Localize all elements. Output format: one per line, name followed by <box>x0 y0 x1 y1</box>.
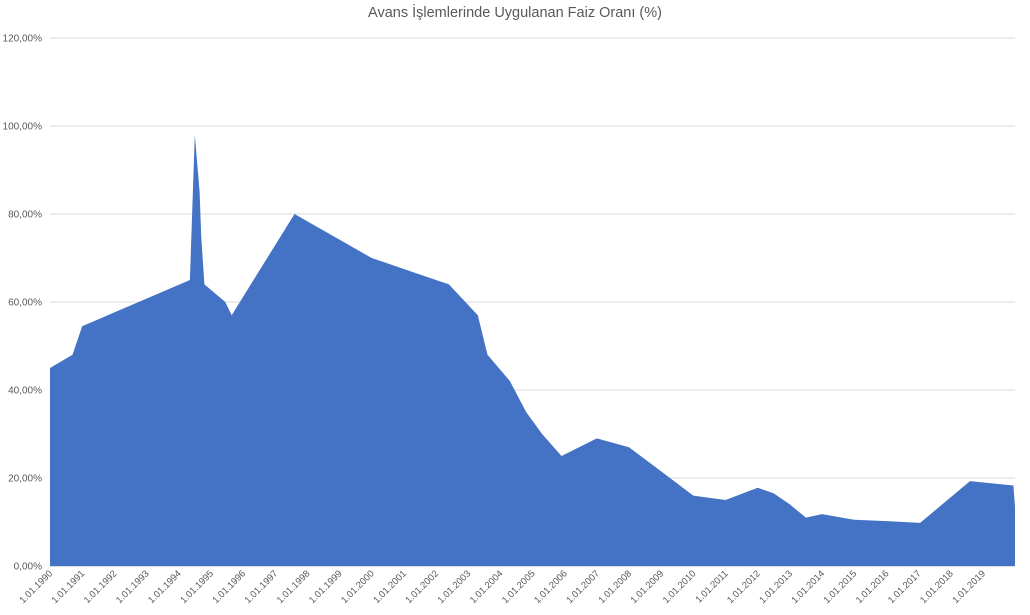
y-tick-label: 100,00% <box>3 122 43 133</box>
chart-title: Avans İşlemlerinde Uygulanan Faiz Oranı … <box>368 5 662 21</box>
x-tick-label: 1.01.2006 <box>532 568 570 606</box>
x-tick-label: 1.01.2013 <box>757 568 795 606</box>
x-tick-label: 1.01.2014 <box>789 568 827 606</box>
x-tick-label: 1.01.2000 <box>339 568 377 606</box>
x-tick-label: 1.01.2018 <box>918 568 956 606</box>
x-tick-label: 1.01.2010 <box>661 568 699 606</box>
x-tick-label: 1.01.1991 <box>50 568 88 606</box>
x-tick-label: 1.01.1996 <box>210 568 248 606</box>
y-tick-label: 0,00% <box>14 562 42 573</box>
area-series-fill <box>50 134 1015 567</box>
x-tick-label: 1.01.2011 <box>693 568 730 605</box>
x-tick-label: 1.01.1997 <box>243 568 281 606</box>
x-tick-label: 1.01.2008 <box>596 568 634 606</box>
x-tick-label: 1.01.2017 <box>886 568 924 606</box>
x-tick-label: 1.01.2001 <box>371 568 409 606</box>
x-tick-label: 1.01.2007 <box>564 568 602 606</box>
x-tick-label: 1.01.2019 <box>950 568 988 606</box>
x-tick-label: 1.01.2012 <box>725 568 763 606</box>
y-tick-label: 40,00% <box>8 386 42 397</box>
x-tick-label: 1.01.2003 <box>436 568 474 606</box>
x-tick-label: 1.01.2002 <box>403 568 441 606</box>
x-tick-label: 1.01.1999 <box>307 568 345 606</box>
x-axis: 1.01.19901.01.19911.01.19921.01.19931.01… <box>17 568 987 606</box>
x-tick-label: 1.01.1995 <box>178 568 216 606</box>
y-tick-label: 120,00% <box>3 34 43 45</box>
y-tick-label: 20,00% <box>8 474 42 485</box>
x-tick-label: 1.01.1994 <box>146 568 184 606</box>
area-series <box>50 134 1015 567</box>
x-tick-label: 1.01.1990 <box>17 568 55 606</box>
x-tick-label: 1.01.2016 <box>854 568 892 606</box>
x-tick-label: 1.01.1992 <box>82 568 120 606</box>
x-tick-label: 1.01.2004 <box>468 568 506 606</box>
x-tick-label: 1.01.2005 <box>500 568 538 606</box>
y-tick-label: 60,00% <box>8 298 42 309</box>
x-tick-label: 1.01.1998 <box>275 568 313 606</box>
x-tick-label: 1.01.2015 <box>822 568 860 606</box>
x-tick-label: 1.01.1993 <box>114 568 152 606</box>
x-tick-label: 1.01.2009 <box>629 568 667 606</box>
y-tick-label: 80,00% <box>8 210 42 221</box>
y-axis: 0,00% 20,00% 40,00% 60,00% 80,00% 100,00% 120,… <box>3 34 43 573</box>
